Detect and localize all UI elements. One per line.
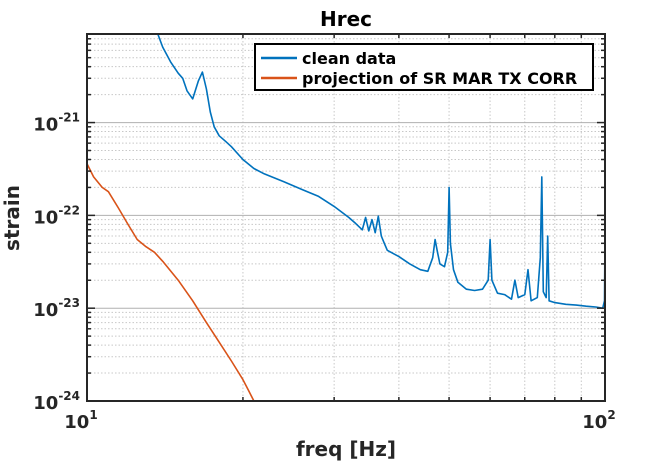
chart-title: Hrec [320, 7, 372, 31]
legend: clean data projection of SR MAR TX CORR [254, 43, 594, 91]
axis-ticks [86, 33, 606, 402]
tick-labels: 101 102 10-24 10-23 10-22 10-21 [33, 111, 615, 433]
series-line-0 [157, 34, 605, 309]
series-line-1 [87, 163, 255, 401]
y-axis-title: strain [0, 185, 24, 251]
x-tick-label-1: 102 [582, 408, 615, 433]
plot-area [87, 34, 605, 401]
legend-label-clean-data: clean data [302, 49, 396, 68]
legend-box [254, 43, 594, 91]
legend-label-projection: projection of SR MAR TX CORR [302, 69, 577, 88]
y-tick-label-2: 10-22 [33, 203, 80, 228]
y-tick-label-1: 10-23 [33, 296, 80, 321]
y-tick-label-3: 10-21 [33, 111, 80, 136]
plot-frame [86, 33, 606, 402]
x-axis-title: freq [Hz] [296, 437, 396, 461]
y-tick-label-0: 10-24 [33, 389, 80, 414]
x-tick-label-0: 101 [64, 408, 97, 433]
series-layer [87, 34, 605, 401]
